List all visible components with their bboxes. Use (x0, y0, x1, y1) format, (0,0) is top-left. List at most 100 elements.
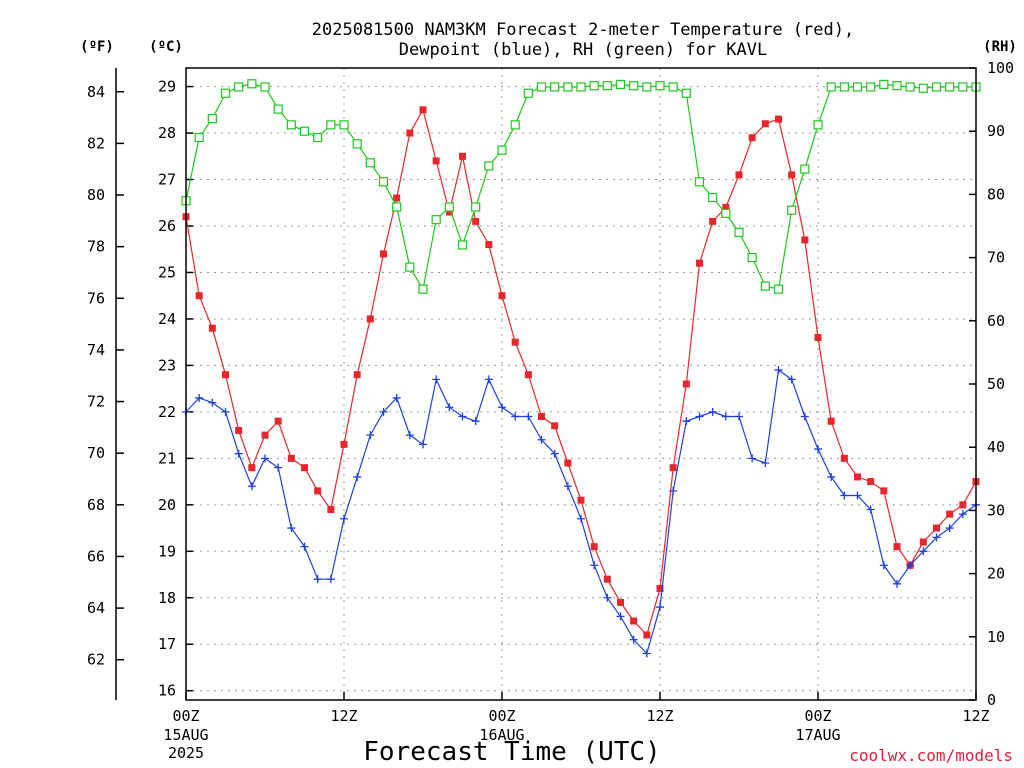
dewpoint-point (629, 635, 638, 644)
dewpoint-point (484, 375, 493, 384)
rh-point (457, 240, 468, 250)
celsius-tick-label: 16 (158, 682, 176, 700)
dewpoint-point (735, 412, 743, 421)
dewpoint-point (261, 454, 269, 463)
temperature-point (617, 598, 624, 606)
rh-point (852, 82, 863, 92)
temperature-point (801, 236, 809, 244)
dewpoint-point (445, 403, 454, 412)
rh-point (536, 82, 547, 92)
dewpoint-point (893, 579, 901, 588)
celsius-tick-label: 27 (158, 171, 176, 189)
temperature-point (406, 129, 414, 137)
rh-point (471, 202, 481, 212)
rh-point (931, 82, 942, 92)
dewpoint-point (340, 514, 348, 523)
temperature-point (472, 217, 480, 225)
dewpoint-point (945, 524, 954, 533)
temperature-point (366, 315, 374, 323)
temperature-point (261, 431, 269, 439)
temperature-point (393, 194, 401, 202)
temperature-point (946, 510, 954, 518)
time-tick-label: 12Z (330, 707, 357, 725)
temperature-point (419, 106, 427, 114)
temperature-point (577, 496, 585, 504)
celsius-tick-label: 24 (158, 310, 176, 328)
fahrenheit-tick-label: 68 (87, 496, 105, 514)
rh-point (418, 284, 428, 294)
dewpoint-point (537, 435, 546, 444)
temperature-point (682, 380, 690, 388)
dewpoint-point (853, 491, 862, 500)
time-tick-label: 00Z (488, 707, 515, 725)
x-axis-title: Forecast Time (UTC) (363, 737, 660, 767)
temperature-point (959, 501, 967, 509)
fahrenheit-tick-label: 70 (87, 444, 105, 462)
temperature-point (867, 478, 875, 486)
dewpoint-point (511, 412, 520, 421)
celsius-tick-label: 17 (158, 635, 176, 653)
temperature-point (656, 584, 664, 592)
rh-point (642, 82, 652, 92)
rh-point (392, 202, 402, 212)
temperature-point (353, 371, 361, 379)
dewpoint-point (577, 514, 585, 523)
rh-point (629, 81, 639, 91)
dewpoint-point (550, 449, 559, 458)
dewpoint-point (932, 533, 941, 542)
rh-point (563, 82, 573, 92)
rh-point (220, 88, 231, 98)
rh-point (194, 132, 204, 143)
rh-axis: 0 10 20 30 40 50 60 70 80 90 100 (969, 59, 1014, 709)
rh-point (260, 82, 270, 92)
rh-point (839, 82, 849, 92)
temperature-point (919, 538, 927, 546)
dewpoint-point (906, 561, 915, 570)
dewpoint-point (879, 561, 888, 570)
dewpoint-point (919, 547, 928, 556)
time-tick-label: 00Z (804, 707, 831, 725)
rh-point (734, 227, 744, 237)
dewpoint-point (787, 375, 796, 384)
temperature-point (222, 371, 229, 379)
rh-point (247, 79, 257, 89)
dewpoint-point (800, 412, 809, 421)
dewpoint-point (313, 575, 322, 584)
dewpoint-point (247, 482, 256, 491)
temperature-point (630, 617, 638, 625)
rh-tick-label: 30 (987, 501, 1005, 519)
time-tick-label: 12Z (962, 707, 989, 725)
rh-point (945, 82, 955, 92)
rh-point (313, 132, 323, 143)
temperature-point (248, 464, 256, 472)
temperature-point (235, 426, 243, 434)
dewpoint-point (392, 393, 401, 402)
dewpoint-point (827, 472, 836, 481)
temperature-point (788, 171, 796, 179)
fahrenheit-tick-label: 66 (87, 547, 105, 565)
dewpoint-point (379, 407, 388, 416)
celsius-tick-label: 21 (158, 449, 176, 467)
temperature-point (524, 371, 532, 379)
fahrenheit-tick-label: 64 (87, 599, 105, 617)
celsius-tick-label: 22 (158, 403, 176, 421)
temperature-point (709, 217, 717, 225)
temperature-point (340, 440, 348, 448)
dewpoint-point (603, 593, 612, 602)
celsius-tick-label: 20 (158, 496, 176, 514)
fahrenheit-unit-label: (ºF) (80, 39, 114, 55)
dewpoint-point (616, 612, 625, 621)
dewpoint-point (353, 472, 362, 481)
rh-point (918, 83, 928, 93)
temperature-point (485, 241, 493, 249)
series-dewpoint (182, 366, 980, 658)
temperature-point (933, 524, 940, 532)
dewpoint-point (958, 510, 967, 519)
rh-tick-label: 10 (987, 628, 1005, 646)
dewpoint-point (419, 440, 427, 449)
temperature-point (590, 543, 598, 551)
fahrenheit-tick-label: 62 (87, 651, 105, 669)
dewpoint-point (405, 431, 414, 440)
